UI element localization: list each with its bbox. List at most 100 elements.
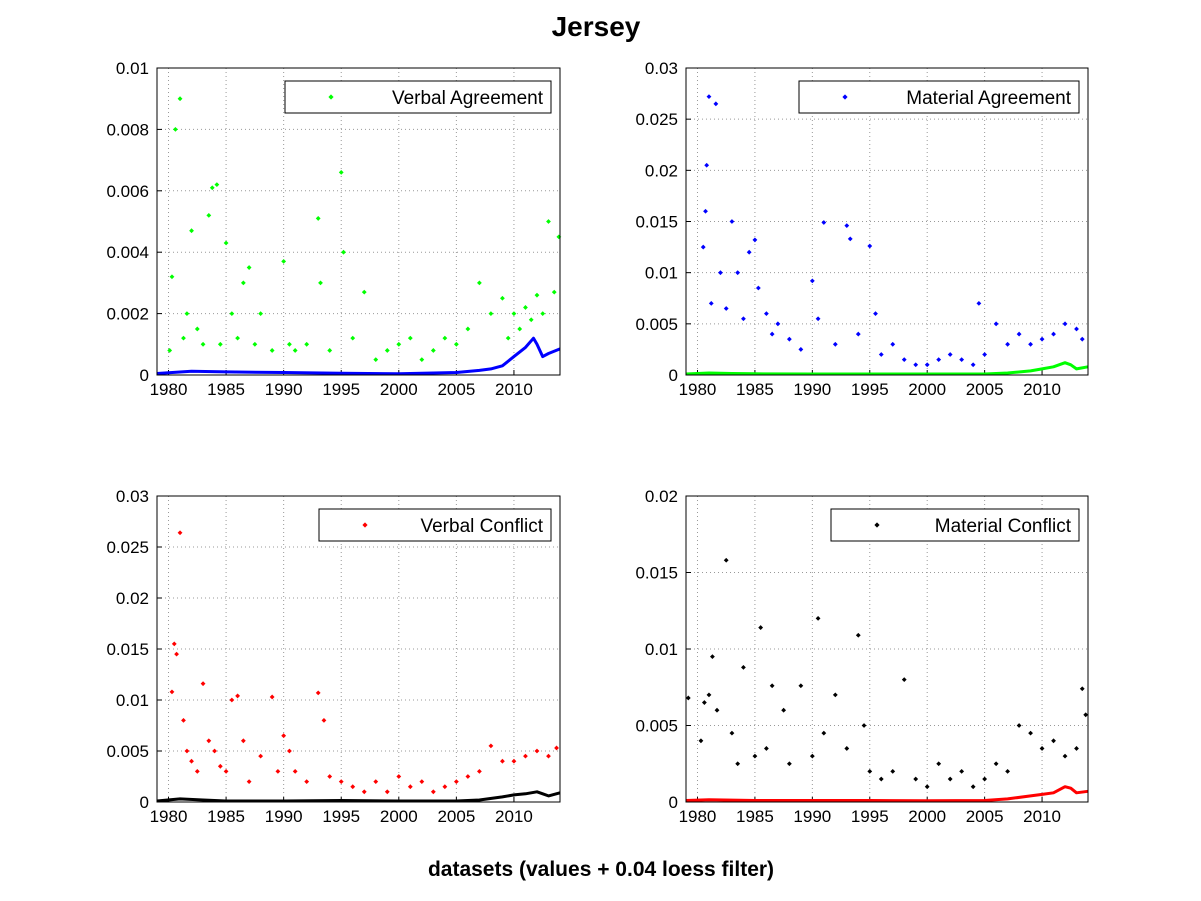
data-point [769,331,775,337]
data-point [873,311,878,316]
data-point [821,730,827,736]
data-point [786,336,792,342]
data-point [809,753,815,759]
data-point [384,789,390,795]
data-point [534,748,540,754]
data-point [177,530,183,536]
data-point [189,228,194,234]
data-point [708,300,714,306]
data-point [246,779,252,784]
y-tick-label: 0.03 [645,59,678,78]
data-point [214,182,220,188]
data-point [488,743,494,749]
axes-box [156,495,561,803]
x-tick-label: 2000 [380,380,418,399]
data-point [1074,326,1079,332]
x-tick-label: 1995 [851,380,889,399]
data-point [1051,738,1056,744]
data-point [292,348,298,353]
data-point [229,697,235,703]
data-point [184,311,190,316]
data-point [714,707,720,713]
chart-panel-1: 1980 1985 1990 1995 2000 2005 2010 0 0.002 0.004 0… [106,59,562,399]
x-tick-label: 2000 [908,807,946,826]
data-point [500,758,505,764]
data-point [281,259,287,264]
data-point [465,326,471,332]
x-tick-label: 2000 [380,807,418,826]
data-point [764,746,769,751]
data-point [976,300,982,306]
data-point [1028,730,1033,736]
data-point [315,690,321,696]
y-tick-label: 0 [140,793,149,812]
legend-marker [362,522,368,528]
y-tick-label: 0.006 [106,182,149,201]
y-tick-label: 0.015 [635,213,678,232]
data-point [832,692,838,698]
legend-label: Verbal Conflict [420,516,543,537]
data-point [184,748,190,754]
data-point [551,289,557,295]
data-point [700,244,706,250]
data-point [488,311,494,316]
data-point [741,316,746,322]
legend-marker [328,94,334,100]
data-point [861,723,867,728]
legend-label: Verbal Agreement [392,88,544,109]
data-point [169,689,175,695]
data-point [1005,341,1010,347]
data-point [327,774,333,779]
data-point [786,761,792,767]
data-point [821,220,827,225]
data-point [212,748,217,754]
data-point [847,236,853,242]
x-tick-label: 1985 [736,380,774,399]
data-point [304,779,310,784]
x-tick-label: 2010 [495,380,533,399]
data-point [327,348,333,353]
data-point [189,758,194,764]
data-point [269,348,275,353]
data-point [287,341,292,347]
data-point [755,285,761,291]
data-point [341,249,346,255]
data-point [982,352,988,357]
y-tick-label: 0.015 [635,564,678,583]
data-point [396,341,402,347]
data-point [206,212,212,218]
y-tick-label: 0.004 [106,243,149,262]
data-point [361,289,367,295]
data-point [1039,336,1045,342]
figure-title: Jersey [552,11,641,42]
data-point [235,335,240,341]
data-point [746,249,752,255]
trend-line [685,785,1089,803]
legend-label: Material Agreement [906,88,1071,109]
data-point [832,341,838,347]
data-point [959,769,965,774]
data-point [867,769,873,774]
data-point [913,776,919,782]
data-point [685,695,691,701]
data-point [275,769,281,774]
data-point [890,341,896,347]
data-point [704,162,710,168]
data-point [982,776,988,782]
x-tick-label: 2000 [908,380,946,399]
data-point [258,311,264,316]
data-point [769,683,775,689]
axes-box [685,67,1089,376]
data-point [167,348,173,353]
legend: Material Agreement [798,80,1080,114]
x-tick-label: 2010 [495,807,533,826]
data-point [698,738,704,744]
data-point [947,352,953,357]
data-point [546,753,551,759]
data-point [511,311,517,316]
data-point [1016,331,1022,337]
data-point [970,784,976,790]
y-tick-label: 0.03 [116,487,149,506]
x-tick-label: 1985 [207,807,245,826]
data-point [240,280,246,286]
